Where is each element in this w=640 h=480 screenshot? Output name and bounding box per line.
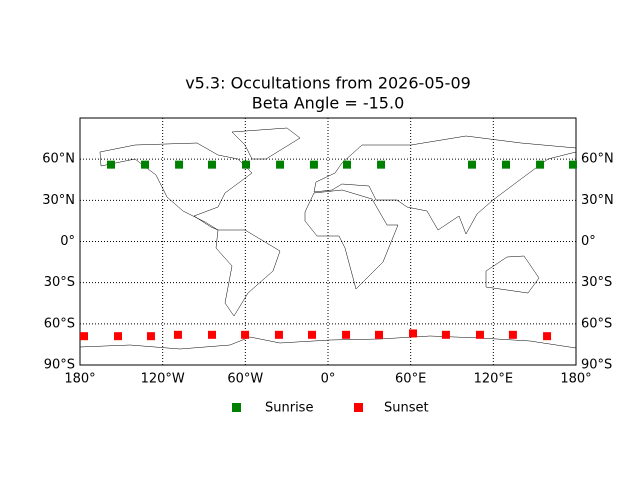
y2-tick-label: 30°N [581, 193, 614, 208]
chart-subtitle: Beta Angle = -15.0 [252, 94, 405, 113]
x-tick-label: 60°E [395, 372, 426, 387]
marker [276, 160, 285, 169]
marker [79, 332, 88, 341]
marker [107, 160, 115, 169]
y-tick-label: 30°S [44, 275, 75, 290]
marker [536, 160, 545, 169]
marker [343, 160, 352, 169]
marker [207, 330, 216, 339]
y2-tick-label: 60°N [581, 152, 614, 167]
y-tick-label: 60°S [44, 316, 75, 331]
north-america [99, 142, 253, 231]
y-tick-label: 60°N [42, 152, 75, 167]
legend-marker [354, 403, 363, 412]
x-tick-label: 180° [64, 372, 95, 387]
y2-tick-label: 0° [581, 234, 596, 249]
marker [175, 160, 184, 169]
y-tick-label: 0° [60, 234, 75, 249]
africa [304, 189, 399, 290]
marker [146, 332, 155, 341]
y-tick-label: 90°S [44, 358, 75, 373]
marker [242, 160, 251, 169]
antarctica [79, 335, 577, 350]
marker [568, 160, 577, 169]
marker [377, 160, 386, 169]
south-america [215, 229, 281, 317]
marker [342, 330, 351, 339]
marker [241, 330, 250, 339]
marker [114, 332, 123, 341]
marker [441, 330, 450, 339]
legend-label: Sunset [384, 401, 429, 416]
x-tick-label: 120°W [141, 372, 185, 387]
marker [475, 330, 484, 339]
marker [502, 160, 511, 169]
x-tick-label: 120°E [474, 372, 514, 387]
y2-tick-label: 90°S [581, 358, 612, 373]
y-tick-label: 30°N [42, 193, 75, 208]
legend-marker [232, 403, 241, 412]
marker [543, 332, 552, 341]
y2-tick-label: 30°S [581, 275, 612, 290]
marker [141, 160, 150, 169]
x-tick-label: 60°W [227, 372, 263, 387]
y2-tick-label: 60°S [581, 316, 612, 331]
x-tick-label: 180° [560, 372, 591, 387]
chart-title: v5.3: Occultations from 2026-05-09 [185, 74, 471, 93]
legend-label: Sunrise [265, 401, 313, 416]
marker [508, 330, 517, 339]
marker [374, 330, 383, 339]
marker [409, 329, 418, 338]
australia [485, 255, 540, 294]
marker [207, 160, 216, 169]
marker [309, 160, 318, 169]
marker [274, 330, 283, 339]
marker [308, 330, 317, 339]
marker [173, 330, 182, 339]
marker [467, 160, 476, 169]
x-tick-label: 0° [321, 372, 336, 387]
